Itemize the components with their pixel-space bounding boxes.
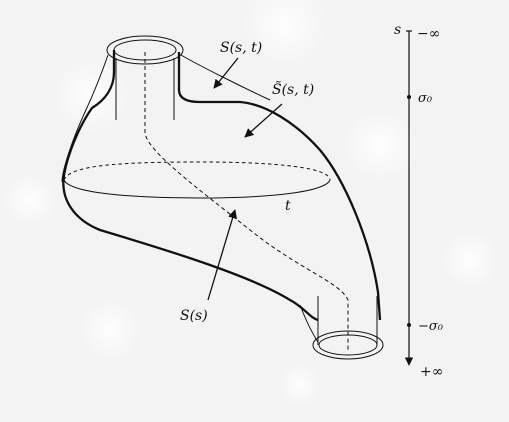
- axis-top-label: −∞: [417, 26, 440, 42]
- upper-right-thin-edge: [180, 54, 271, 101]
- right-thick-boundary: [177, 52, 382, 321]
- axis-sigma0-label: σ₀: [418, 91, 433, 106]
- lower-thin-outline: [299, 304, 319, 343]
- arrow-s-s-t: [213, 57, 239, 89]
- label-s-tilde: S̃(s, t): [272, 80, 314, 98]
- slice-back-dashed: [63, 161, 331, 181]
- tick-sigma0: [407, 95, 411, 99]
- label-s-s: S(s): [180, 308, 208, 324]
- label-t: t: [285, 198, 291, 214]
- tick-minus-sigma0: [407, 323, 411, 327]
- label-s-s-t: S(s, t): [220, 40, 262, 56]
- s-axis: s −∞ σ₀ −σ₀ +∞: [394, 22, 444, 380]
- slice-front: [63, 179, 331, 199]
- dashed-core-curve: [144, 52, 349, 352]
- axis-bottom-label: +∞: [420, 364, 443, 380]
- axis-variable-label: s: [394, 22, 401, 38]
- background-bokeh: [2, 0, 500, 407]
- arrow-s-tilde: [244, 103, 283, 138]
- arrow-s-s: [207, 209, 238, 301]
- axis-minus-sigma0-label: −σ₀: [418, 319, 444, 334]
- left-thick-boundary: [62, 50, 319, 322]
